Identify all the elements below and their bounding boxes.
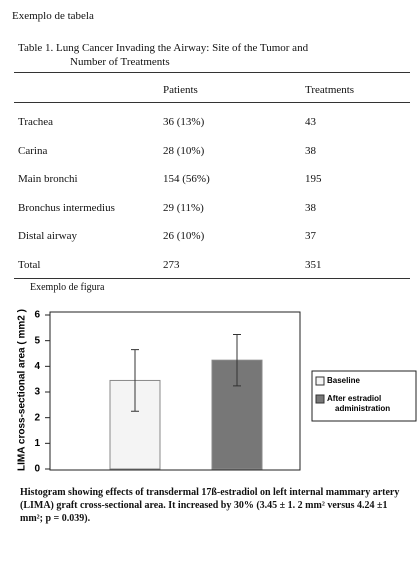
y-axis-label: LIMA cross-sectional area ( mm2 ): [17, 309, 28, 471]
rule: [14, 102, 410, 103]
header-title: Exemplo de tabela: [12, 10, 94, 22]
y-tick-label: 1: [34, 438, 40, 449]
table-cell: 37: [305, 230, 316, 242]
y-tick-label: 5: [34, 335, 40, 346]
table-cell: Main bronchi: [18, 173, 78, 185]
y-tick-label: 0: [34, 464, 40, 475]
table-cell: 29 (11%): [163, 201, 204, 214]
table-cell: Trachea: [18, 116, 54, 128]
table-cell: 38: [305, 144, 316, 157]
table-cell: 38: [305, 201, 316, 214]
error-bar: [233, 334, 241, 387]
table-cell: 36 (13%): [163, 116, 205, 128]
table-cell: 26 (10%): [163, 230, 205, 242]
figure-title: Exemplo de figura: [30, 282, 105, 293]
legend-swatch: [315, 394, 325, 404]
y-tick-label: 4: [34, 361, 40, 372]
rule: [14, 278, 410, 279]
error-bar: [131, 349, 139, 412]
legend-frame: [311, 370, 417, 422]
y-tick-label: 6: [34, 310, 40, 321]
table-cell: 195: [305, 173, 322, 185]
table-cell: 28 (10%): [163, 144, 205, 157]
table-cell: 273: [163, 258, 180, 271]
table-cell: Distal airway: [18, 230, 77, 242]
y-tick-label: 3: [34, 387, 40, 398]
rule: [14, 72, 410, 73]
legend-label: After estradiol administration: [327, 394, 390, 413]
column-header: Patients: [163, 84, 198, 96]
table-caption: Number of Treatments: [70, 56, 170, 68]
plot-frame: [49, 311, 301, 471]
legend-swatch: [315, 376, 325, 386]
table-cell: Total: [18, 258, 41, 271]
bar: [109, 379, 161, 470]
table-cell: Carina: [18, 144, 48, 157]
table-caption: Table 1. Lung Cancer Invading the Airway…: [18, 42, 309, 54]
legend-label: Baseline: [327, 376, 360, 385]
y-tick-label: 2: [34, 412, 40, 423]
table-cell: 154 (56%): [163, 173, 210, 185]
table-cell: Bronchus intermedius: [18, 201, 115, 214]
figure-caption: Histogram showing effects of transdermal…: [20, 487, 400, 524]
chart: LIMA cross-sectional area ( mm2 ) 0 1 2 3 4 5…: [17, 309, 417, 475]
table-cell: 43: [305, 116, 316, 128]
column-header: Treatments: [305, 84, 355, 96]
table-cell: 351: [305, 258, 322, 271]
